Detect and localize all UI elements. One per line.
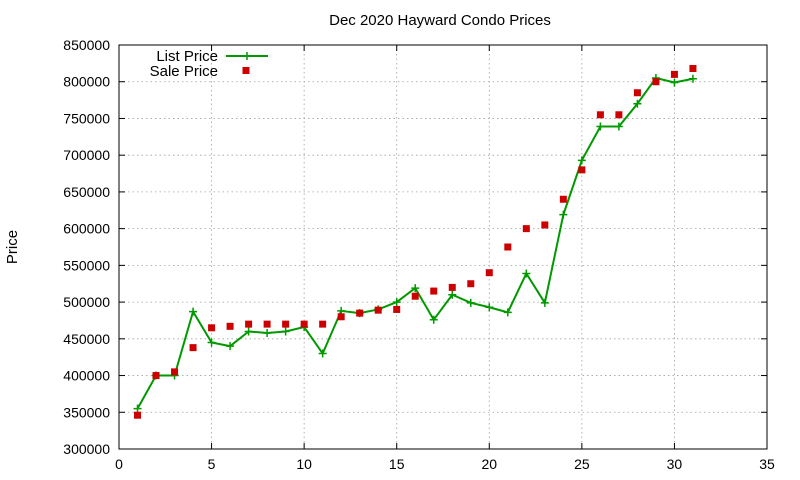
data-point xyxy=(541,221,549,229)
y-tick-label: 550000 xyxy=(63,257,110,273)
data-point xyxy=(171,368,179,376)
data-point xyxy=(503,308,512,317)
data-point xyxy=(633,99,642,108)
series-list-price xyxy=(133,74,697,413)
y-tick-label: 350000 xyxy=(63,404,110,420)
x-tick-labels: 0 5 10 15 20 25 30 35 xyxy=(115,456,775,472)
data-point xyxy=(559,195,567,203)
data-point xyxy=(189,307,198,316)
data-point xyxy=(652,78,660,86)
legend-label-list-price: List Price xyxy=(156,48,218,65)
x-tick-label: 30 xyxy=(667,456,683,472)
data-point xyxy=(485,303,494,312)
data-point xyxy=(319,320,327,328)
data-point xyxy=(670,70,678,78)
y-tick-label: 300000 xyxy=(63,441,110,457)
x-tick-label: 20 xyxy=(481,456,497,472)
data-series xyxy=(133,65,697,419)
y-axis-label: Price xyxy=(4,230,21,264)
y-tick-label: 450000 xyxy=(63,331,110,347)
data-point xyxy=(689,65,697,73)
y-tick-label: 500000 xyxy=(63,294,110,310)
data-point xyxy=(189,344,197,352)
data-point xyxy=(578,166,586,174)
y-tick-label: 700000 xyxy=(63,147,110,163)
legend-plus-marker xyxy=(243,52,251,60)
data-point xyxy=(504,243,512,251)
data-point xyxy=(337,313,345,321)
x-tick-label: 0 xyxy=(115,456,123,472)
data-point xyxy=(559,210,568,219)
data-point xyxy=(356,309,364,317)
y-tick-label: 750000 xyxy=(63,110,110,126)
data-point xyxy=(467,280,475,288)
data-point xyxy=(226,322,234,330)
y-tick-label: 600000 xyxy=(63,221,110,237)
y-tick-labels: 300000 350000 400000 450000 500000 550000 6000… xyxy=(63,37,110,457)
data-point xyxy=(263,320,271,328)
x-tick-label: 15 xyxy=(389,456,405,472)
x-tick-label: 35 xyxy=(759,456,775,472)
data-point xyxy=(411,284,420,293)
data-point xyxy=(207,338,216,347)
data-point xyxy=(226,342,235,351)
x-tick-label: 10 xyxy=(296,456,312,472)
data-point xyxy=(393,305,401,313)
data-point xyxy=(282,320,290,328)
axis-ticks xyxy=(118,44,768,450)
data-point xyxy=(152,372,160,380)
data-point xyxy=(614,122,623,131)
data-point xyxy=(522,225,530,233)
y-tick-label: 800000 xyxy=(63,74,110,90)
data-point xyxy=(540,298,549,307)
y-tick-label: 400000 xyxy=(63,368,110,384)
data-point xyxy=(429,315,438,324)
data-point xyxy=(596,122,605,131)
data-point xyxy=(670,78,679,87)
data-point xyxy=(244,327,253,336)
data-point xyxy=(448,290,457,299)
chart-title: Dec 2020 Hayward Condo Prices xyxy=(329,12,551,29)
data-point xyxy=(134,411,142,419)
data-point xyxy=(392,298,401,307)
x-tick-label: 25 xyxy=(574,456,590,472)
data-point xyxy=(430,287,438,295)
data-point xyxy=(281,327,290,336)
data-point xyxy=(485,269,493,277)
legend: List Price Sale Price xyxy=(150,48,268,80)
y-tick-label: 850000 xyxy=(63,37,110,53)
data-point xyxy=(318,349,327,358)
data-point xyxy=(133,404,142,413)
legend-marker-sale-price xyxy=(242,67,250,74)
data-point xyxy=(633,89,641,97)
data-point xyxy=(466,298,475,307)
series-sale-price xyxy=(134,65,697,419)
data-point xyxy=(245,320,253,328)
data-point xyxy=(374,306,382,314)
data-point xyxy=(263,328,272,337)
grid-lines xyxy=(119,45,767,449)
data-point xyxy=(577,156,586,165)
data-point xyxy=(688,74,697,83)
data-point xyxy=(615,111,623,119)
series-line xyxy=(136,76,694,410)
data-point xyxy=(448,283,456,291)
data-point xyxy=(300,320,308,328)
data-point xyxy=(596,111,604,119)
legend-marker-list-price xyxy=(243,52,251,60)
y-tick-label: 650000 xyxy=(63,184,110,200)
legend-label-sale-price: Sale Price xyxy=(150,63,218,80)
x-tick-label: 5 xyxy=(208,456,216,472)
plot-frame xyxy=(118,44,768,450)
data-point xyxy=(411,292,419,300)
data-point xyxy=(208,324,216,332)
data-point xyxy=(522,269,531,278)
